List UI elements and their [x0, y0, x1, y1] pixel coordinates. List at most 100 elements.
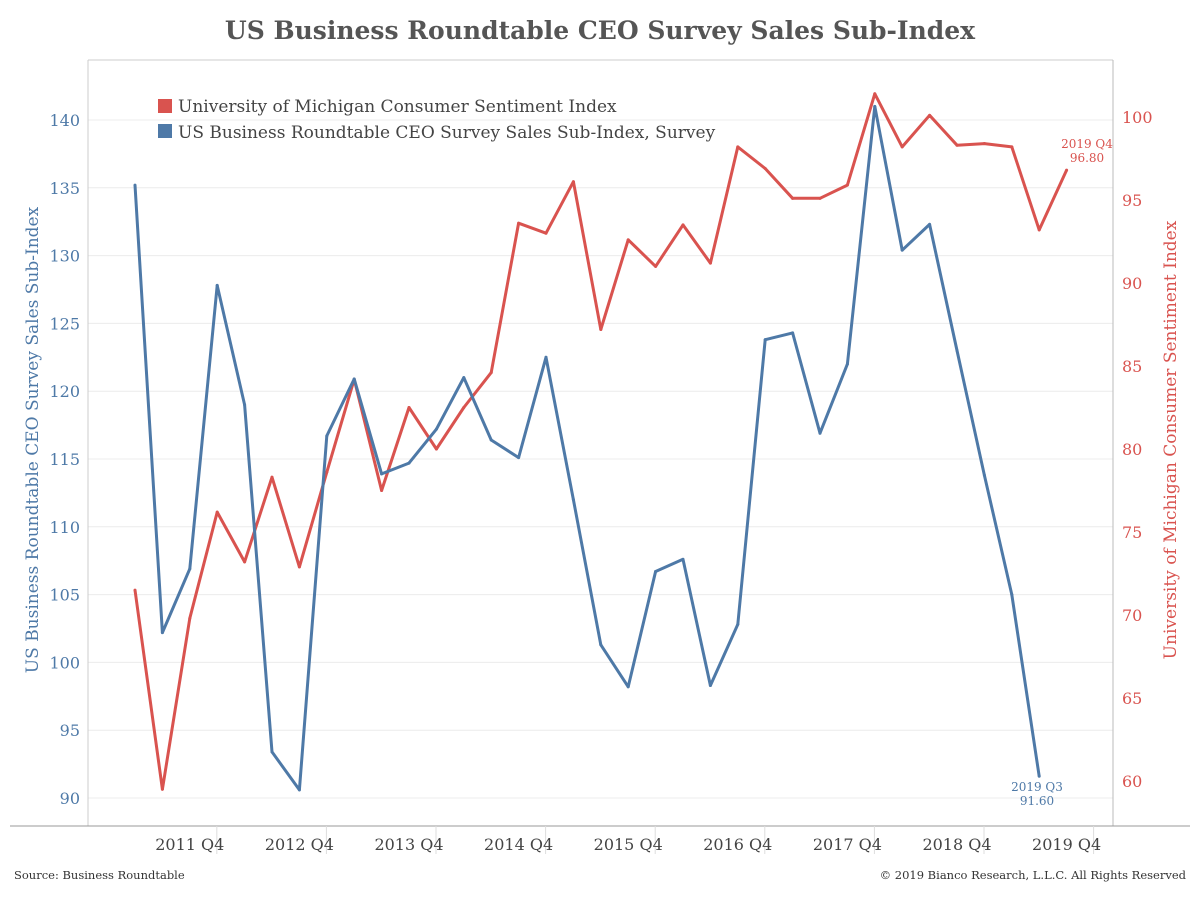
x-tick-label: 2018 Q4 — [922, 835, 991, 854]
data-point — [243, 560, 247, 564]
chart-title: US Business Roundtable CEO Survey Sales … — [224, 16, 976, 45]
data-point — [845, 183, 849, 187]
copyright-note: © 2019 Bianco Research, L.L.C. All Right… — [879, 868, 1186, 882]
annotation-period: 2019 Q4 — [1061, 137, 1113, 151]
data-point — [407, 461, 411, 465]
data-point — [982, 142, 986, 146]
data-point — [160, 787, 164, 791]
y-right-tick-label: 60 — [1122, 772, 1142, 791]
data-point — [188, 616, 192, 620]
data-point — [736, 622, 740, 626]
y-right-tick-label: 70 — [1122, 606, 1142, 625]
y-left-tick-label: 95 — [60, 721, 80, 740]
y-left-tick-label: 125 — [49, 314, 80, 333]
data-point — [928, 222, 932, 226]
data-point — [297, 788, 301, 792]
legend-label-sentiment: University of Michigan Consumer Sentimen… — [178, 97, 617, 117]
data-point — [791, 196, 795, 200]
source-note: Source: Business Roundtable — [14, 868, 185, 882]
data-point — [160, 631, 164, 635]
x-tick-label: 2012 Q4 — [265, 835, 334, 854]
data-point — [544, 355, 548, 359]
data-point — [900, 145, 904, 149]
data-point — [434, 427, 438, 431]
legend-swatch-sentiment — [158, 99, 172, 113]
data-point — [325, 470, 329, 474]
data-point — [462, 406, 466, 409]
y-right-tick-label: 75 — [1122, 523, 1142, 542]
annotation-value: 91.60 — [1020, 794, 1054, 808]
x-tick-label: 2019 Q4 — [1032, 835, 1101, 854]
annotation-period: 2019 Q3 — [1011, 780, 1063, 794]
data-point — [1010, 593, 1014, 597]
data-point — [544, 231, 548, 235]
y-left-tick-label: 90 — [60, 789, 80, 808]
data-point — [215, 283, 219, 287]
data-point — [407, 406, 411, 409]
data-point — [626, 685, 630, 689]
data-point — [681, 557, 685, 561]
data-point — [133, 588, 137, 592]
data-point — [1037, 774, 1041, 778]
sentiment-line — [133, 92, 1068, 791]
y-left-tick-label: 115 — [49, 450, 80, 469]
y-left-tick-label: 120 — [49, 382, 80, 401]
data-point — [517, 456, 521, 460]
data-point — [489, 438, 493, 442]
y-right-tick-label: 90 — [1122, 274, 1142, 293]
data-point — [900, 248, 904, 252]
y-left-tick-label: 130 — [49, 247, 80, 266]
data-point — [517, 221, 521, 225]
data-point — [571, 498, 575, 502]
data-point — [325, 434, 329, 438]
data-point — [654, 570, 658, 574]
y-right-tick-label: 80 — [1122, 440, 1142, 459]
y-left-tick-label: 140 — [49, 111, 80, 130]
data-point — [681, 223, 685, 227]
data-point — [626, 238, 630, 242]
data-point — [270, 475, 274, 479]
data-point — [818, 196, 822, 200]
data-point — [215, 510, 219, 514]
data-point — [297, 565, 301, 569]
data-point — [873, 92, 877, 96]
x-tick-label: 2017 Q4 — [813, 835, 882, 854]
x-tick-label: 2016 Q4 — [703, 835, 772, 854]
data-point — [845, 362, 849, 366]
data-point — [1010, 145, 1014, 149]
annotation-value: 96.80 — [1070, 151, 1104, 165]
y-right-tick-label: 65 — [1122, 689, 1142, 708]
data-point — [654, 264, 658, 268]
legend-label-ceo-sales: US Business Roundtable CEO Survey Sales … — [178, 123, 716, 143]
data-point — [873, 104, 877, 108]
data-point — [1037, 228, 1041, 232]
legend-swatch-ceo-sales — [158, 124, 172, 138]
y-left-tick-label: 110 — [49, 518, 80, 537]
data-point — [270, 750, 274, 754]
data-point — [352, 377, 356, 381]
data-point — [571, 180, 575, 184]
ceo-sales-line — [133, 104, 1041, 792]
y-left-axis-title: US Business Roundtable CEO Survey Sales … — [23, 206, 43, 673]
data-point — [1065, 168, 1069, 172]
x-tick-label: 2011 Q4 — [155, 835, 224, 854]
data-point — [736, 145, 740, 149]
data-point — [489, 371, 493, 375]
y-right-tick-label: 100 — [1122, 108, 1153, 127]
y-left-tick-label: 135 — [49, 179, 80, 198]
data-point — [955, 143, 959, 147]
data-point — [599, 327, 603, 331]
data-point — [708, 261, 712, 265]
data-point — [763, 338, 767, 342]
x-tick-label: 2014 Q4 — [484, 835, 553, 854]
data-point — [434, 447, 438, 451]
data-point — [188, 567, 192, 571]
data-point — [791, 331, 795, 335]
data-point — [928, 113, 932, 117]
y-right-tick-label: 85 — [1122, 357, 1142, 376]
y-left-tick-label: 105 — [49, 586, 80, 605]
x-tick-label: 2015 Q4 — [594, 835, 663, 854]
x-tick-label: 2013 Q4 — [374, 835, 443, 854]
data-point — [708, 683, 712, 687]
